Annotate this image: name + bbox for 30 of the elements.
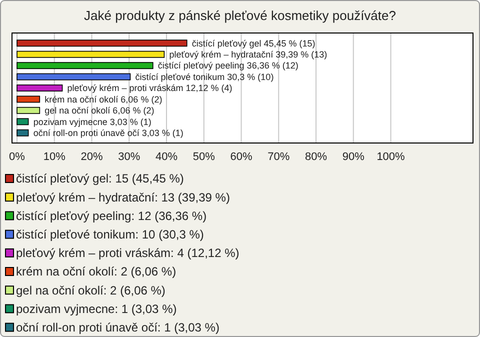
legend-label: čistící pleťový peeling: 12 (36,36 %) xyxy=(16,208,207,223)
x-tick-label: 40% xyxy=(155,151,178,163)
data-label: čistící pleťové tonikum 30,3 % (10) xyxy=(135,72,274,82)
x-tick-label: 30% xyxy=(118,151,140,163)
legend-label: krém na oční okolí: 2 (6,06 %) xyxy=(16,264,176,279)
x-tick-label: 50% xyxy=(192,151,216,163)
chart-title: Jaké produkty z pánské pleťové kosmetiky používáte? xyxy=(84,8,396,23)
data-label: pleťový krém – proti vráskám 12,12 % (4) xyxy=(67,83,232,94)
data-label: čistící pleťový gel 45,45 % (15) xyxy=(192,38,316,48)
x-tick-label: 80% xyxy=(305,151,328,163)
data-label: oční roll-on proti únavě očí 3,03 % (1) xyxy=(33,128,184,138)
x-tick-label: 0% xyxy=(9,151,26,163)
x-tick-label: 10% xyxy=(43,151,66,163)
legend-label: gel na oční okolí: 2 (6,06 %) xyxy=(16,283,166,298)
legend-label: pleťový krém – proti vráskám: 4 (12,12 %) xyxy=(16,246,240,260)
x-tick-label: 60% xyxy=(230,151,252,163)
legend-label: pleťový krém – hydratační: 13 (39,39 %) xyxy=(16,190,230,204)
data-label: čistící pleťový peeling 36,36 % (12) xyxy=(158,60,298,71)
data-label: pleťový krém – hydratační 39,39 % (13) xyxy=(169,50,328,60)
legend-label: oční roll-on proti únavě očí: 1 (3,03 %) xyxy=(16,320,220,334)
x-tick-label: 90% xyxy=(342,151,365,163)
legend-label: pozivam vyjmecne: 1 (3,03 %) xyxy=(16,302,177,316)
data-label: pozivam vyjmecne 3,03 % (1) xyxy=(33,116,152,127)
legend-label: čistící pleťové tonikum: 10 (30,3 %) xyxy=(16,228,204,242)
x-tick-label: 100% xyxy=(376,151,406,163)
data-label: gel na oční okolí 6,06 % (2) xyxy=(44,106,154,116)
x-tick-label: 70% xyxy=(268,151,290,163)
legend-label: čistící pleťový gel: 15 (45,45 %) xyxy=(16,172,184,186)
x-tick-label: 20% xyxy=(80,151,103,163)
data-label: krém na oční okolí 6,06 % (2) xyxy=(44,94,162,104)
